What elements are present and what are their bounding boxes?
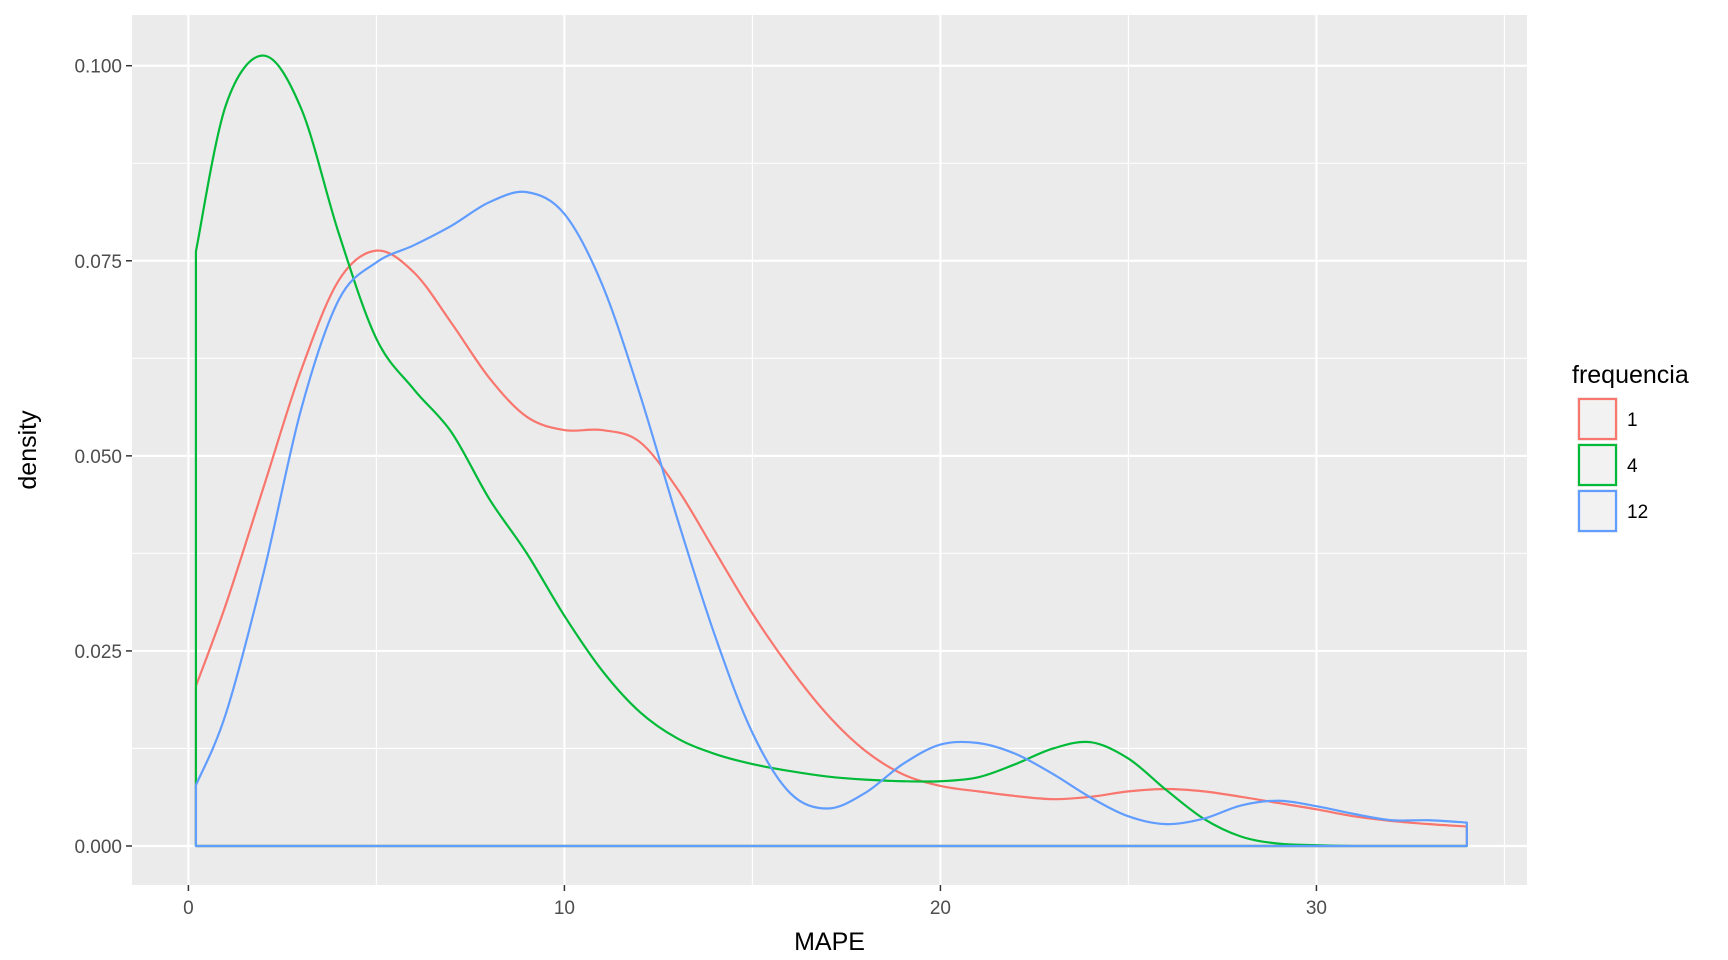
y-tick-label: 0.075: [74, 252, 122, 273]
y-tick-label: 0.025: [74, 642, 122, 663]
legend-key-bg: [1577, 443, 1618, 487]
y-axis: 0.000 0.025 0.050 0.075 0.100: [74, 57, 132, 858]
legend-key-1: [1577, 397, 1618, 441]
y-axis-title: density: [14, 410, 42, 490]
legend-label-1: 1: [1627, 410, 1638, 431]
y-tick-label: 0.000: [74, 837, 122, 858]
plot-panel: [132, 15, 1527, 885]
x-tick-label: 30: [1306, 898, 1327, 919]
x-axis: 0 10 20 30: [183, 885, 1327, 919]
legend-key-12: [1577, 489, 1618, 533]
legend-key-bg: [1577, 397, 1618, 441]
x-tick-label: 20: [930, 898, 951, 919]
y-tick-label: 0.100: [74, 57, 122, 78]
legend-title: frequencia: [1572, 361, 1689, 389]
legend-label-4: 4: [1627, 456, 1638, 477]
legend-label-12: 12: [1627, 502, 1648, 523]
grid-minor: [132, 15, 1527, 885]
legend-key-4: [1577, 443, 1618, 487]
legend: frequencia 1 4 12: [1572, 361, 1689, 533]
density-curve-4: [194, 54, 1468, 848]
series-layer: [194, 54, 1468, 848]
density-curve-1: [194, 249, 1468, 848]
density-curve-12: [194, 190, 1468, 848]
x-tick-label: 10: [554, 898, 575, 919]
legend-key-bg: [1577, 489, 1618, 533]
x-axis-title: MAPE: [794, 928, 865, 956]
x-tick-label: 0: [183, 898, 194, 919]
y-tick-label: 0.050: [74, 447, 122, 468]
